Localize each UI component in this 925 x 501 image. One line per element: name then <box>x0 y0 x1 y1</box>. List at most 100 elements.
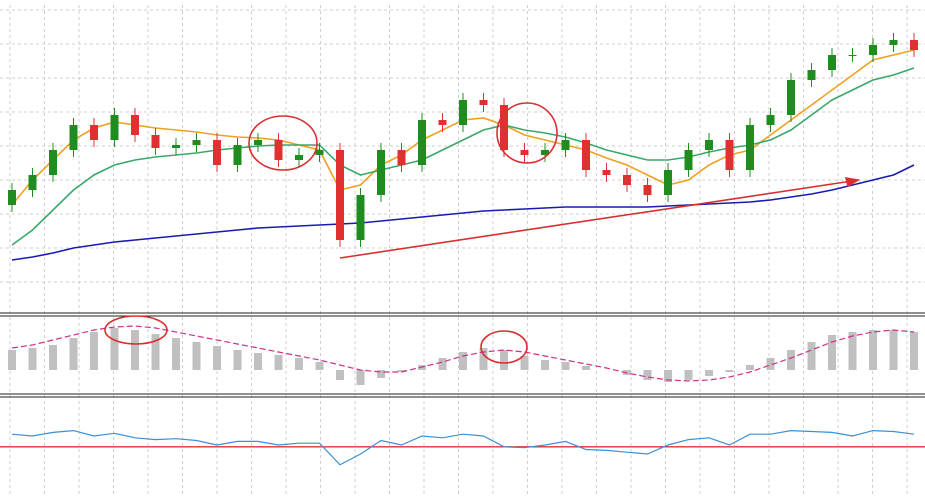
histogram-bar <box>151 334 160 370</box>
histogram-bar <box>233 350 242 370</box>
histogram-bar <box>110 328 119 370</box>
histogram-bar <box>336 370 344 380</box>
histogram-bar <box>889 330 898 370</box>
line <box>11 325 915 382</box>
candle-body <box>213 140 221 165</box>
candle-body <box>192 140 201 145</box>
candle-body <box>582 140 590 170</box>
arrow-head <box>844 177 861 188</box>
histogram-bar <box>90 332 98 370</box>
candle-body <box>274 140 283 160</box>
candle-body <box>49 150 57 175</box>
candle-body <box>602 170 611 175</box>
line <box>11 164 915 261</box>
candle-body <box>479 100 488 105</box>
line <box>11 67 915 246</box>
candle-body <box>459 100 467 125</box>
histogram-bar <box>684 370 693 380</box>
histogram-bar <box>459 352 467 370</box>
candle-body <box>766 115 775 125</box>
histogram-bar <box>725 370 734 372</box>
histogram-bar <box>172 338 180 370</box>
candle-body <box>520 150 529 155</box>
candle-body <box>438 120 447 125</box>
histogram-bar <box>541 360 549 370</box>
candle-body <box>356 195 365 240</box>
candle-body <box>233 145 242 165</box>
histogram-bar <box>828 335 836 370</box>
histogram-bar <box>705 370 713 376</box>
histogram-bar <box>254 353 262 370</box>
candle-body <box>643 185 652 195</box>
candle-body <box>418 120 426 165</box>
candle-body <box>910 40 918 50</box>
histogram-bar <box>766 358 775 370</box>
histogram-bar <box>8 350 16 370</box>
candle-body <box>8 190 16 205</box>
histogram-bar <box>274 355 283 370</box>
histogram-bar <box>397 370 406 372</box>
histogram-bar <box>192 342 201 370</box>
candle-body <box>684 150 693 170</box>
histogram-bar <box>582 366 590 370</box>
histogram-bar <box>746 365 754 370</box>
candle-body <box>828 55 836 70</box>
annotations <box>104 102 861 364</box>
histogram-bar <box>479 348 488 370</box>
candle-body <box>90 125 98 140</box>
candle-body <box>336 150 344 240</box>
candle-body <box>869 45 877 55</box>
candle-body <box>377 150 385 195</box>
candle-body <box>848 55 857 56</box>
candle-body <box>28 175 37 190</box>
histogram-bar <box>787 350 795 370</box>
histogram-bar <box>295 358 303 370</box>
line <box>11 429 915 466</box>
candle-body <box>172 145 180 148</box>
ellipse <box>496 102 558 164</box>
histogram-bar <box>561 362 570 370</box>
histogram-bar <box>520 356 529 370</box>
histogram-bar <box>49 345 57 370</box>
candle-body <box>131 115 139 135</box>
histogram-bar <box>28 348 37 370</box>
candle-body <box>787 80 795 115</box>
candle-body <box>254 140 262 145</box>
candle-body <box>295 155 303 160</box>
histogram-bar <box>315 362 324 370</box>
candle-body <box>69 125 78 150</box>
trend-arrow <box>339 180 853 259</box>
candle-body <box>746 125 754 170</box>
histogram-bar <box>356 370 365 385</box>
candle-body <box>623 175 631 185</box>
histogram-bar <box>807 342 816 370</box>
histogram-bar <box>869 330 877 370</box>
ellipse <box>480 330 528 364</box>
candle-body <box>500 105 508 150</box>
histogram-bar <box>438 358 447 370</box>
candle-body <box>725 140 734 170</box>
candle-body <box>397 150 406 165</box>
histogram-bar <box>377 370 385 378</box>
grid <box>0 5 925 495</box>
candle-body <box>561 140 570 150</box>
candle-body <box>664 170 672 195</box>
histogram-bar <box>664 370 672 382</box>
plot <box>0 33 925 466</box>
candle-body <box>315 150 324 155</box>
ellipse <box>248 115 318 171</box>
histogram-bar <box>643 370 652 380</box>
histogram-bar <box>131 330 139 370</box>
candle-body <box>705 140 713 150</box>
candle-body <box>110 115 119 140</box>
histogram-bar <box>69 338 78 370</box>
candle-body <box>541 150 549 155</box>
histogram-bar <box>848 332 857 370</box>
ellipse <box>104 315 168 345</box>
candle-body <box>807 70 816 80</box>
candle-body <box>151 135 160 148</box>
histogram-bar <box>213 346 221 370</box>
histogram-bar <box>500 350 508 370</box>
candle-body <box>889 40 898 45</box>
